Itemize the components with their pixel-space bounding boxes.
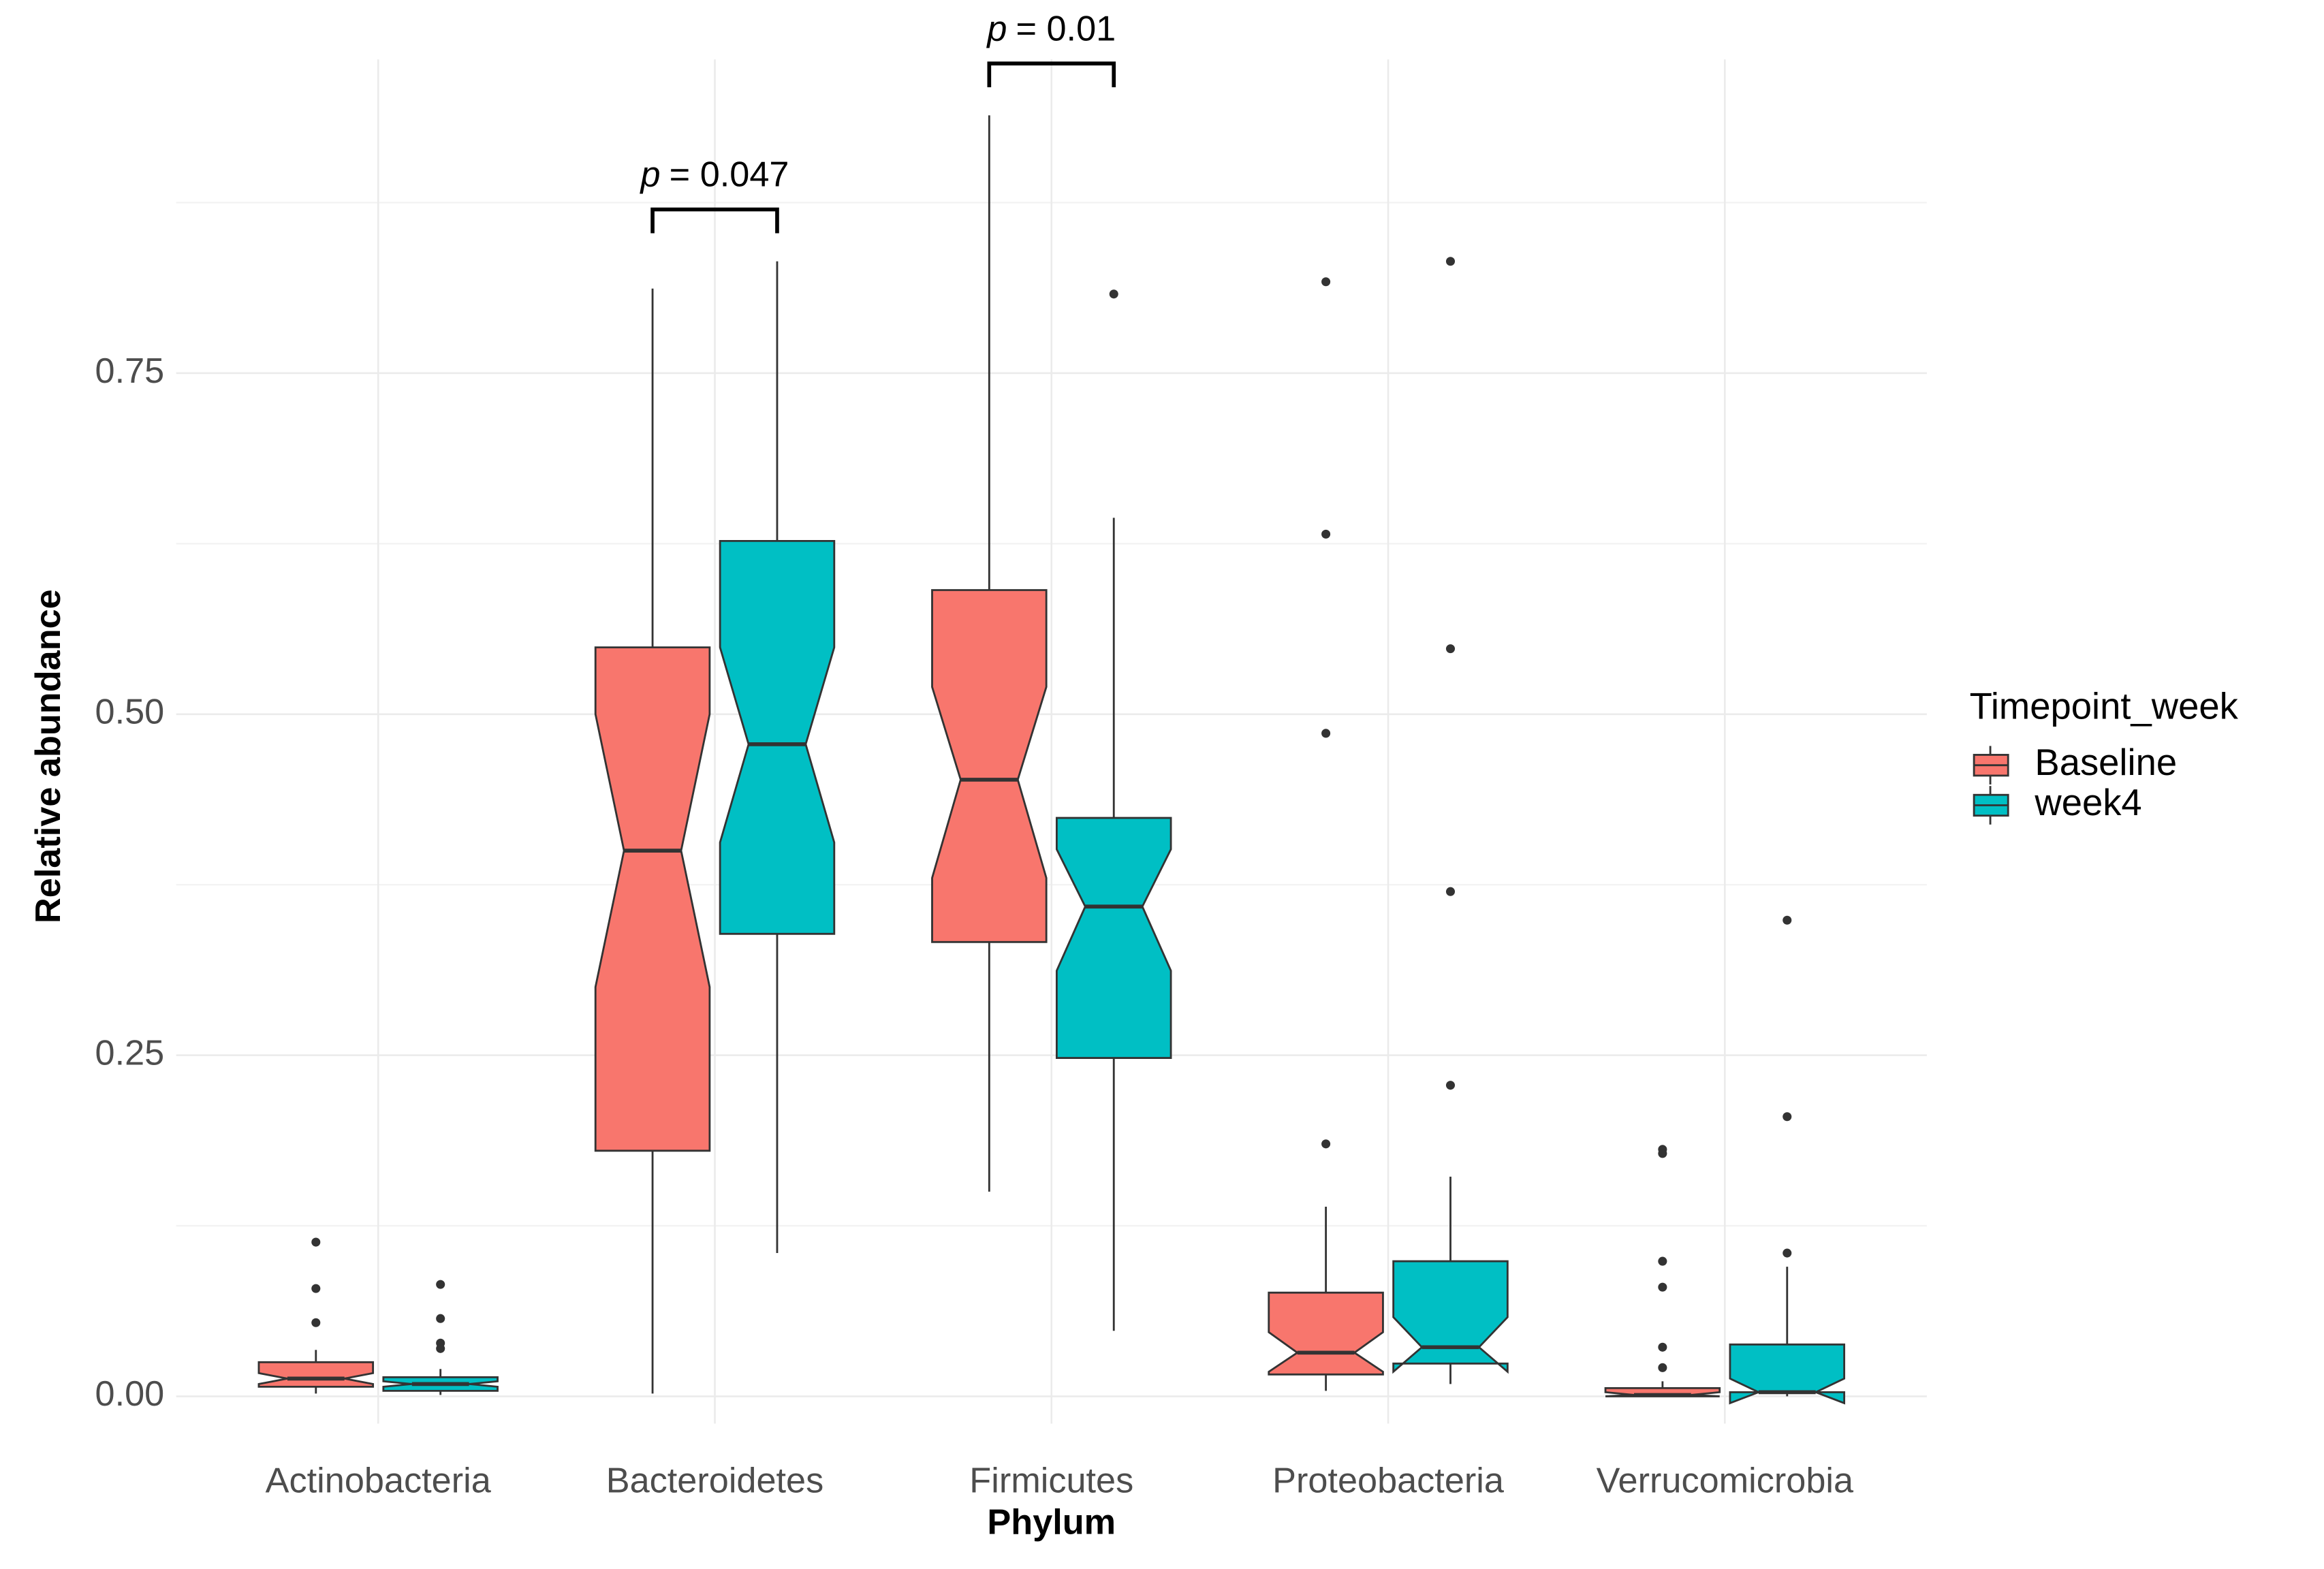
outlier [1321, 729, 1331, 738]
y-tick-label: 0.00 [95, 1374, 165, 1414]
significance-bracket [650, 207, 779, 234]
grid [176, 59, 1927, 1424]
outlier [1783, 915, 1792, 925]
outlier [1783, 1248, 1792, 1258]
outlier [1658, 1282, 1667, 1292]
outlier [1445, 644, 1456, 654]
outlier [1445, 1081, 1456, 1090]
outlier [1321, 277, 1331, 287]
outlier [1445, 257, 1456, 266]
x-tick-label: Proteobacteria [1272, 1461, 1505, 1500]
box [1268, 1291, 1384, 1376]
box [719, 539, 836, 935]
outlier [311, 1284, 321, 1293]
x-tick-label: Firmicutes [969, 1461, 1133, 1500]
box [1055, 817, 1172, 1060]
outlier [1783, 1112, 1792, 1122]
legend-label: week4 [2034, 782, 2141, 823]
p-value-label: p = 0.01 [986, 9, 1116, 48]
outlier [436, 1314, 445, 1323]
outlier [1321, 1139, 1331, 1149]
box [257, 1361, 375, 1388]
p-value-label: p = 0.047 [640, 155, 789, 194]
outlier [1658, 1342, 1667, 1352]
box [1392, 1260, 1509, 1374]
x-tick-label: Actinobacteria [266, 1461, 492, 1500]
x-tick-label: Bacteroidetes [606, 1461, 823, 1500]
box [1729, 1343, 1846, 1405]
p-symbol: p [640, 155, 661, 194]
outlier [1109, 289, 1118, 299]
plot-area [257, 115, 1846, 1405]
p-text: = 0.01 [1016, 9, 1116, 48]
outlier [1658, 1149, 1667, 1158]
x-tick-label: Verrucomicrobia [1597, 1461, 1854, 1500]
p-symbol: p [986, 9, 1007, 48]
outlier [1658, 1363, 1667, 1372]
p-text: = 0.047 [670, 155, 789, 194]
y-tick-label: 0.25 [95, 1033, 165, 1073]
box [594, 646, 711, 1152]
legend-label: Baseline [2035, 742, 2177, 783]
outlier [1321, 529, 1331, 539]
significance-bracket [987, 61, 1116, 88]
y-tick-label: 0.50 [95, 693, 165, 732]
outlier [436, 1280, 445, 1289]
outlier [1445, 887, 1456, 896]
legend-title: Timepoint_week [1970, 685, 2239, 727]
y-tick-label: 0.75 [95, 351, 165, 391]
outlier [436, 1344, 445, 1353]
x-axis-title: Phylum [987, 1502, 1116, 1542]
y-axis-title: Relative abundance [29, 589, 68, 923]
box [931, 589, 1048, 943]
outlier [1658, 1256, 1667, 1266]
outlier [311, 1237, 321, 1247]
outlier [311, 1318, 321, 1327]
